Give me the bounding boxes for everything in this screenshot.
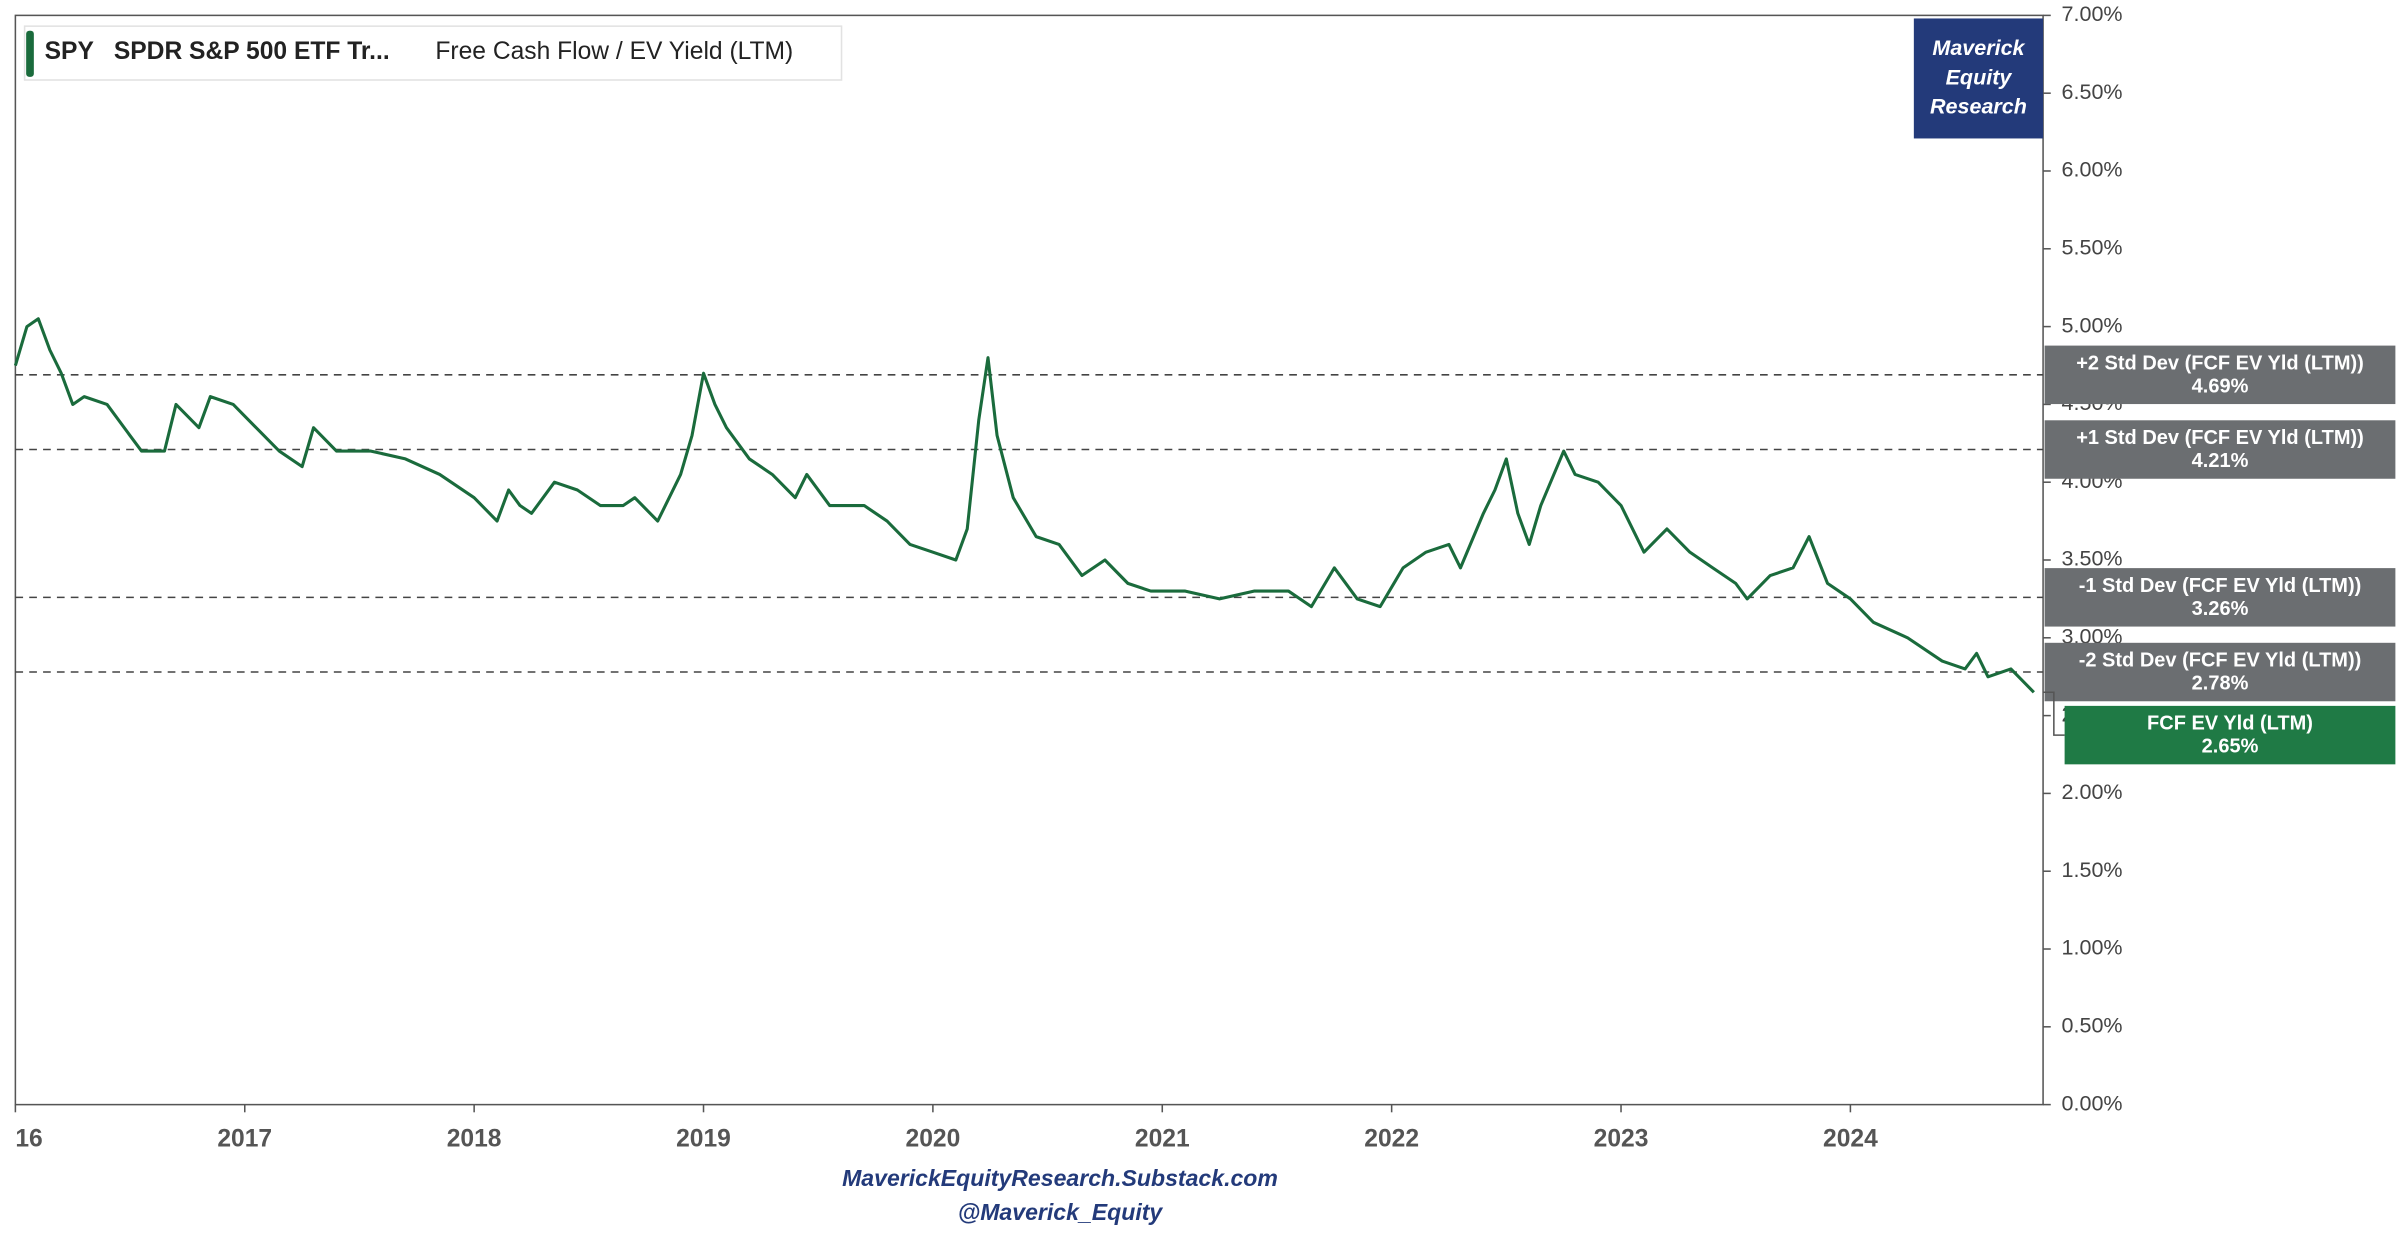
value-label-value: 2.78% <box>2192 673 2249 695</box>
footer-handle: @Maverick_Equity <box>958 1199 1164 1225</box>
value-label-value: 3.26% <box>2192 598 2249 620</box>
y-tick-label: 1.50% <box>2062 858 2123 882</box>
watermark: Maverick Equity Research <box>1930 36 2027 118</box>
x-tick-label: 2024 <box>1823 1125 1878 1152</box>
y-tick-label: 3.50% <box>2062 547 2123 571</box>
y-tick-label: 1.00% <box>2062 936 2123 960</box>
value-label-value: 4.69% <box>2192 375 2249 397</box>
data-line <box>13 317 2035 694</box>
x-tick-label: 2021 <box>1135 1125 1190 1152</box>
value-label-box <box>2044 568 2396 627</box>
y-tick-label: 0.00% <box>2062 1091 2123 1115</box>
legend-swatch <box>26 30 34 77</box>
watermark-line: Maverick <box>1932 36 2025 60</box>
label-connector <box>2043 691 2065 736</box>
value-label-box <box>2064 705 2396 765</box>
value-label-value: 4.21% <box>2192 450 2249 472</box>
ticker: SPY <box>45 38 95 65</box>
x-tick-label: 16 <box>15 1125 42 1152</box>
x-tick-label: 2020 <box>906 1125 961 1152</box>
y-tick-label: 7.00% <box>2062 2 2123 26</box>
x-tick-label: 2022 <box>1364 1125 1419 1152</box>
y-tick-label: 6.00% <box>2062 158 2123 182</box>
plot-frame <box>14 14 2044 1106</box>
metric-name: Free Cash Flow / EV Yield (LTM) <box>435 38 793 65</box>
x-tick-label: 2019 <box>676 1125 731 1152</box>
y-tick-label: 2.00% <box>2062 780 2123 804</box>
watermark-line: Research <box>1930 94 2027 118</box>
value-label-box <box>2044 642 2396 702</box>
value-label-box <box>2044 420 2396 479</box>
value-label-value: 2.65% <box>2202 736 2259 758</box>
y-tick-label: 0.50% <box>2062 1014 2123 1038</box>
x-tick-label: 2018 <box>447 1125 502 1152</box>
x-tick-label: 2017 <box>217 1125 272 1152</box>
watermark-box <box>1913 18 2044 139</box>
y-tick-label: 5.50% <box>2062 235 2123 259</box>
value-label-name: -2 Std Dev (FCF EV Yld (LTM)) <box>2079 650 2362 672</box>
value-label-name: +2 Std Dev (FCF EV Yld (LTM)) <box>2076 352 2364 374</box>
legend-box <box>23 25 843 81</box>
value-label-name: +1 Std Dev (FCF EV Yld (LTM)) <box>2076 427 2364 449</box>
fund-name: SPDR S&P 500 ETF Tr... <box>114 38 390 65</box>
x-tick-label: 2023 <box>1594 1125 1649 1152</box>
value-label-name: FCF EV Yld (LTM) <box>2147 713 2313 735</box>
watermark-line: Equity <box>1946 65 2013 89</box>
y-tick-label: 5.00% <box>2062 313 2123 337</box>
y-tick-label: 6.50% <box>2062 80 2123 104</box>
value-label-box <box>2044 345 2396 405</box>
value-label-name: -1 Std Dev (FCF EV Yld (LTM)) <box>2079 575 2362 597</box>
footer-site: MaverickEquityResearch.Substack.com <box>842 1165 1278 1191</box>
